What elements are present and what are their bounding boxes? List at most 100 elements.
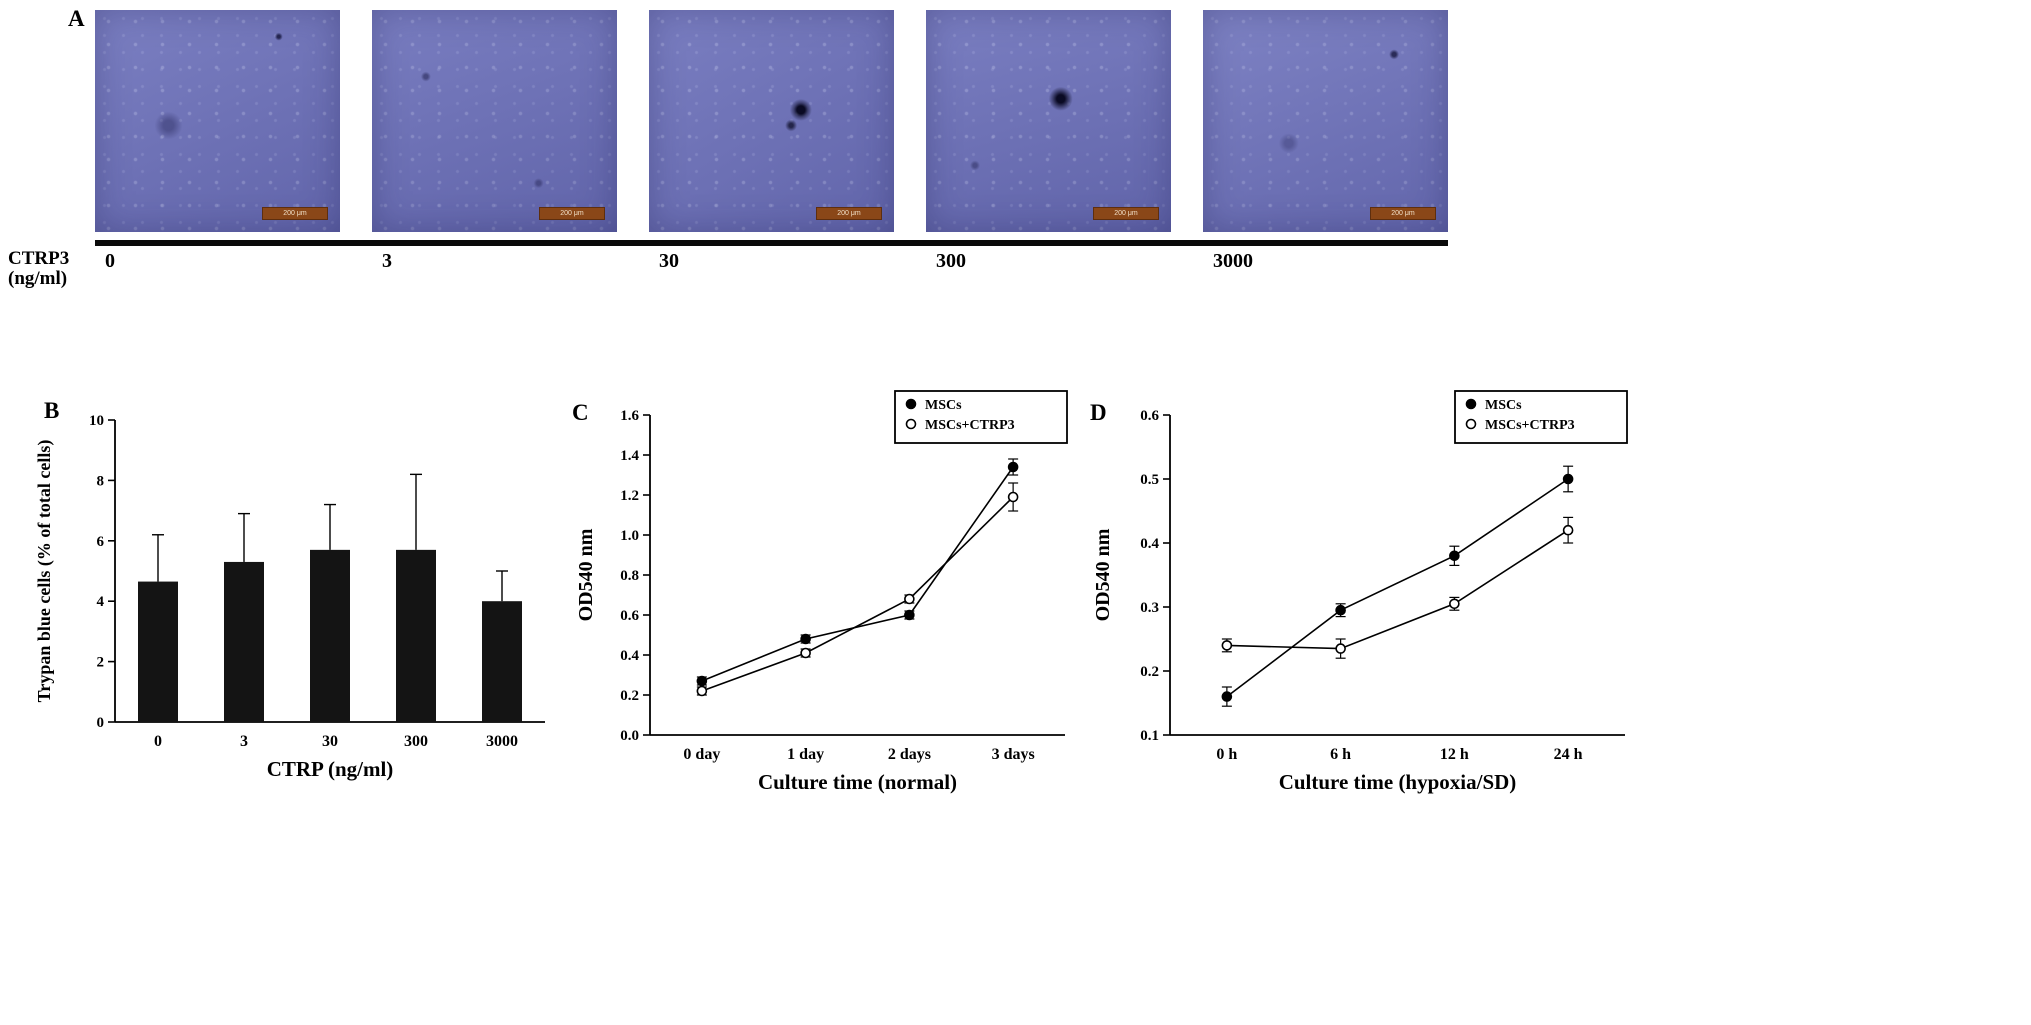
scale-bar-label: 200 μm — [837, 210, 861, 217]
open-marker — [696, 685, 708, 697]
svg-text:0.2: 0.2 — [1140, 664, 1159, 680]
bars — [138, 473, 522, 722]
svg-text:OD540 nm: OD540 nm — [575, 528, 597, 621]
svg-text:0.4: 0.4 — [1140, 536, 1159, 552]
open-marker — [904, 593, 915, 605]
panel-d-letter: D — [1090, 400, 1107, 425]
svg-text:3 days: 3 days — [992, 746, 1035, 763]
series-MSCs — [1221, 465, 1574, 707]
scale-bar-label: 200 μm — [1114, 210, 1138, 217]
bar — [224, 561, 264, 722]
axes: 0.0 0.2 0.4 0.6 0.8 1.0 1.2 1.4 1.6 OD540 nm — [575, 408, 1065, 744]
axes: 0 2 4 6 8 10 Trypan blue cells (% of total cel… — [34, 413, 545, 731]
svg-text:0.1: 0.1 — [1140, 728, 1159, 744]
svg-text:Culture time (normal): Culture time (normal) — [758, 770, 957, 794]
svg-text:1.0: 1.0 — [620, 528, 639, 544]
svg-text:0.2: 0.2 — [620, 688, 639, 704]
svg-text:0.0: 0.0 — [620, 728, 639, 744]
svg-text:MSCs+CTRP3: MSCs+CTRP3 — [925, 418, 1015, 433]
scale-bar: 200 μm — [816, 207, 882, 220]
bar — [396, 549, 436, 722]
open-marker — [1562, 524, 1574, 536]
svg-text:OD540 nm: OD540 nm — [1092, 528, 1114, 621]
filled-marker — [1335, 604, 1346, 616]
open-marker — [1449, 598, 1460, 610]
svg-text:3: 3 — [240, 733, 248, 750]
axes: 0.1 0.2 0.3 0.4 0.5 0.6 OD540 nm — [1092, 408, 1625, 744]
panel-c-letter: C — [572, 400, 589, 425]
concentration-30: 30 — [659, 250, 679, 272]
proliferation-hypoxia-line-chart: 0.1 0.2 0.3 0.4 0.5 0.6 OD540 nm 0 h 6 h 12 h 24 h… — [1092, 390, 1628, 794]
svg-text:0.3: 0.3 — [1140, 600, 1159, 616]
micrograph-ctrp3-0: 200 μm — [95, 10, 340, 232]
svg-text:0.6: 0.6 — [1140, 408, 1159, 424]
svg-text:0: 0 — [97, 715, 105, 731]
svg-text:30: 30 — [322, 733, 338, 750]
svg-text:0.4: 0.4 — [620, 648, 639, 664]
svg-text:CTRP (ng/ml): CTRP (ng/ml) — [267, 757, 394, 781]
concentration-300: 300 — [936, 250, 966, 272]
svg-text:2 days: 2 days — [888, 746, 931, 763]
svg-text:1.2: 1.2 — [620, 488, 639, 504]
micrograph-ctrp3-300: 200 μm — [926, 10, 1171, 232]
scale-bar: 200 μm — [262, 207, 328, 220]
ctrp3-row-unit: (ng/ml) — [8, 268, 68, 289]
open-marker — [1335, 643, 1346, 654]
svg-text:12 h: 12 h — [1440, 746, 1469, 763]
filled-marker — [1562, 473, 1574, 485]
filled-marker — [1007, 461, 1019, 473]
concentration-axis-line — [95, 240, 1448, 246]
svg-text:0.5: 0.5 — [1140, 472, 1159, 488]
concentration-3000: 3000 — [1213, 250, 1253, 272]
panel-a-letter: A — [68, 6, 85, 31]
svg-text:0.8: 0.8 — [620, 568, 639, 584]
legend: MSCs MSCs+CTRP3 — [1454, 390, 1628, 444]
concentration-0: 0 — [105, 250, 115, 272]
svg-text:MSCs: MSCs — [1485, 398, 1522, 413]
svg-text:4: 4 — [97, 594, 105, 610]
concentration-3: 3 — [382, 250, 392, 272]
bar — [138, 581, 178, 722]
svg-text:Culture time (hypoxia/SD): Culture time (hypoxia/SD) — [1279, 770, 1517, 794]
filled-marker — [1221, 691, 1233, 702]
trypan-blue-bar-chart: 0 2 4 6 8 10 Trypan blue cells (% of total cel… — [34, 413, 545, 781]
scale-bar: 200 μm — [539, 207, 605, 220]
svg-text:0 h: 0 h — [1216, 746, 1237, 763]
svg-text:300: 300 — [404, 733, 428, 750]
svg-text:6: 6 — [97, 534, 105, 550]
scale-bar: 200 μm — [1093, 207, 1159, 220]
scale-bar-label: 200 μm — [283, 210, 307, 217]
ctrp3-row-label: CTRP3 — [8, 248, 70, 269]
open-marker — [1221, 640, 1233, 651]
svg-text:8: 8 — [97, 473, 105, 489]
svg-text:10: 10 — [89, 413, 104, 429]
svg-text:3000: 3000 — [486, 733, 518, 750]
svg-text:2: 2 — [97, 655, 105, 671]
micrograph-ctrp3-3: 200 μm — [372, 10, 617, 232]
panel-b-letter: B — [44, 398, 60, 423]
series-MSCs+CTRP3 — [1221, 516, 1574, 659]
micrograph-ctrp3-30: 200 μm — [649, 10, 894, 232]
svg-text:MSCs: MSCs — [925, 398, 962, 413]
svg-text:Trypan blue cells (% of total: Trypan blue cells (% of total cells) — [34, 440, 55, 703]
svg-text:24 h: 24 h — [1554, 746, 1583, 763]
svg-text:1 day: 1 day — [787, 746, 824, 763]
filled-marker — [1449, 550, 1460, 562]
scale-bar: 200 μm — [1370, 207, 1436, 220]
scale-bar-label: 200 μm — [560, 210, 584, 217]
open-marker — [1007, 491, 1019, 503]
series-MSCs — [696, 458, 1019, 687]
filled-marker — [904, 609, 915, 621]
bar — [310, 549, 350, 722]
proliferation-normal-line-chart: 0.0 0.2 0.4 0.6 0.8 1.0 1.2 1.4 1.6 OD540 nm 0 day… — [575, 390, 1068, 794]
svg-text:MSCs+CTRP3: MSCs+CTRP3 — [1485, 418, 1575, 433]
svg-text:0.6: 0.6 — [620, 608, 639, 624]
filled-marker — [800, 633, 811, 645]
svg-text:6 h: 6 h — [1330, 746, 1351, 763]
series-MSCs+CTRP3 — [696, 482, 1019, 697]
scale-bar-label: 200 μm — [1391, 210, 1415, 217]
filled-marker — [696, 675, 708, 687]
svg-text:0 day: 0 day — [683, 746, 720, 763]
legend: MSCs MSCs+CTRP3 — [894, 390, 1068, 444]
